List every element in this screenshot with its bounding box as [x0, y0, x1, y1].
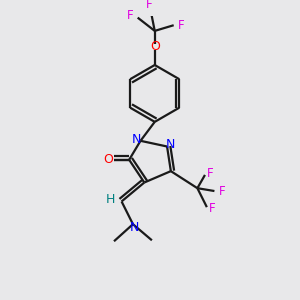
Text: O: O: [103, 153, 113, 166]
Text: F: F: [209, 202, 216, 214]
Text: N: N: [166, 138, 176, 151]
Text: N: N: [132, 134, 141, 146]
Text: F: F: [146, 0, 152, 11]
Text: O: O: [150, 40, 160, 52]
Text: F: F: [127, 9, 134, 22]
Text: H: H: [106, 193, 115, 206]
Text: F: F: [219, 184, 225, 197]
Text: N: N: [130, 220, 140, 233]
Text: F: F: [178, 19, 184, 32]
Text: F: F: [207, 167, 214, 179]
